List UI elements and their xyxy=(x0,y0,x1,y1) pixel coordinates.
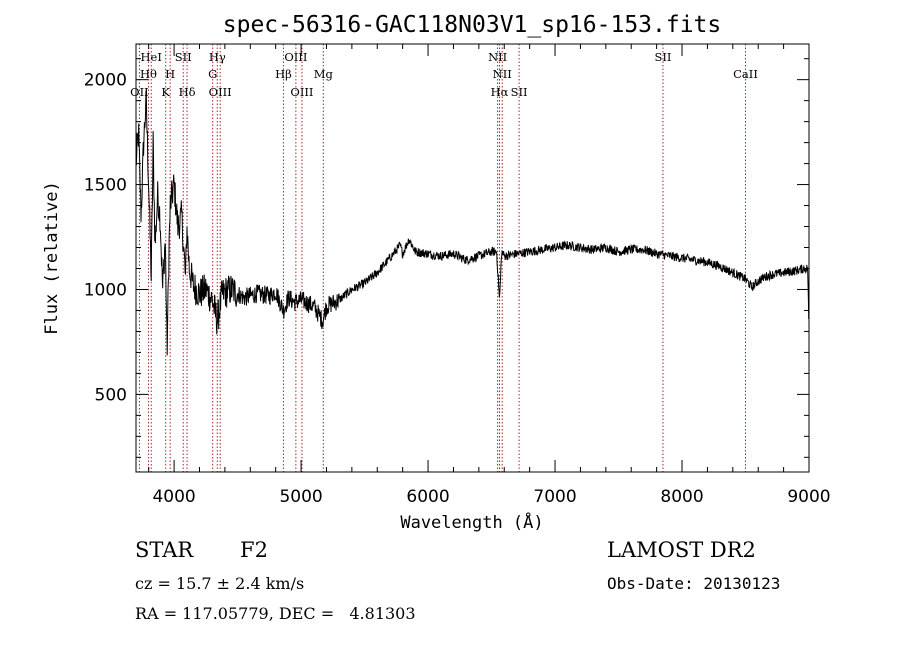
line-marker-label-12: OIII xyxy=(290,85,313,99)
line-marker-label-3: K xyxy=(161,85,170,99)
line-marker-label-17: SII xyxy=(511,85,528,99)
plot-frame xyxy=(135,43,810,473)
x-tick-label-7000: 7000 xyxy=(533,487,576,507)
line-marker-label-19: CaII xyxy=(733,67,758,81)
chart-title: spec-56316-GAC118N03V1_sp16-153.fits xyxy=(223,12,722,38)
line-marker-label-9: OIII xyxy=(209,85,232,99)
line-marker-label-8: G xyxy=(208,67,217,81)
spectrum-line-0 xyxy=(135,90,810,356)
line-marker-label-13: Mg xyxy=(314,67,334,81)
y-axis-label: Flux (relative) xyxy=(42,181,62,335)
y-tick-label-1000: 1000 xyxy=(84,280,127,300)
line-marker-label-15: NII xyxy=(493,67,512,81)
y-tick-label-1500: 1500 xyxy=(84,176,127,196)
x-tick-label-6000: 6000 xyxy=(406,487,449,507)
line-marker-label-1: Hθ xyxy=(140,67,157,81)
line-marker-label-14: NII xyxy=(488,50,507,64)
object-class: STAR xyxy=(135,538,194,562)
object-subclass: F2 xyxy=(240,538,268,562)
line-marker-label-5: SII xyxy=(175,50,192,64)
line-marker-label-18: SII xyxy=(654,50,671,64)
x-tick-label-8000: 8000 xyxy=(660,487,703,507)
line-marker-label-0: OII xyxy=(130,85,149,99)
axes-layer: 4000 5000 6000 7000 8000 9000 500 1000 1500 2000 xyxy=(84,44,831,507)
y-tick-label-2000: 2000 xyxy=(84,71,127,91)
line-marker-label-16: Hα xyxy=(491,85,509,99)
x-tick-label-9000: 9000 xyxy=(787,487,830,507)
x-axis-label: Wavelength (Å) xyxy=(400,511,543,533)
series-layer xyxy=(135,90,810,356)
line-marker-label-2: HeI xyxy=(141,50,162,64)
line-marker-label-6: Hδ xyxy=(179,85,196,99)
x-tick-label-5000: 5000 xyxy=(279,487,322,507)
line-marker-label-11: OIII xyxy=(284,50,307,64)
line-marker-label-10: Hβ xyxy=(275,67,292,81)
coordinates: RA = 117.05779, DEC = 4.81303 xyxy=(135,604,416,623)
survey-name: LAMOST DR2 xyxy=(607,538,756,562)
spectrum-chart: spec-56316-GAC118N03V1_sp16-153.fits OII… xyxy=(42,12,831,533)
line-marker-label-7: Hγ xyxy=(209,50,226,64)
x-tick-label-4000: 4000 xyxy=(152,487,195,507)
line-marker-label-4: H xyxy=(165,67,175,81)
redshift-value: cz = 15.7 ± 2.4 km/s xyxy=(135,574,305,593)
line-marker-layer: OIIHθHeIKHSIIHδHγGOIIIHβOIIIOIIIMgNIINII… xyxy=(130,44,758,472)
observation-date: Obs-Date: 20130123 xyxy=(607,574,781,593)
y-tick-label-500: 500 xyxy=(95,385,127,405)
